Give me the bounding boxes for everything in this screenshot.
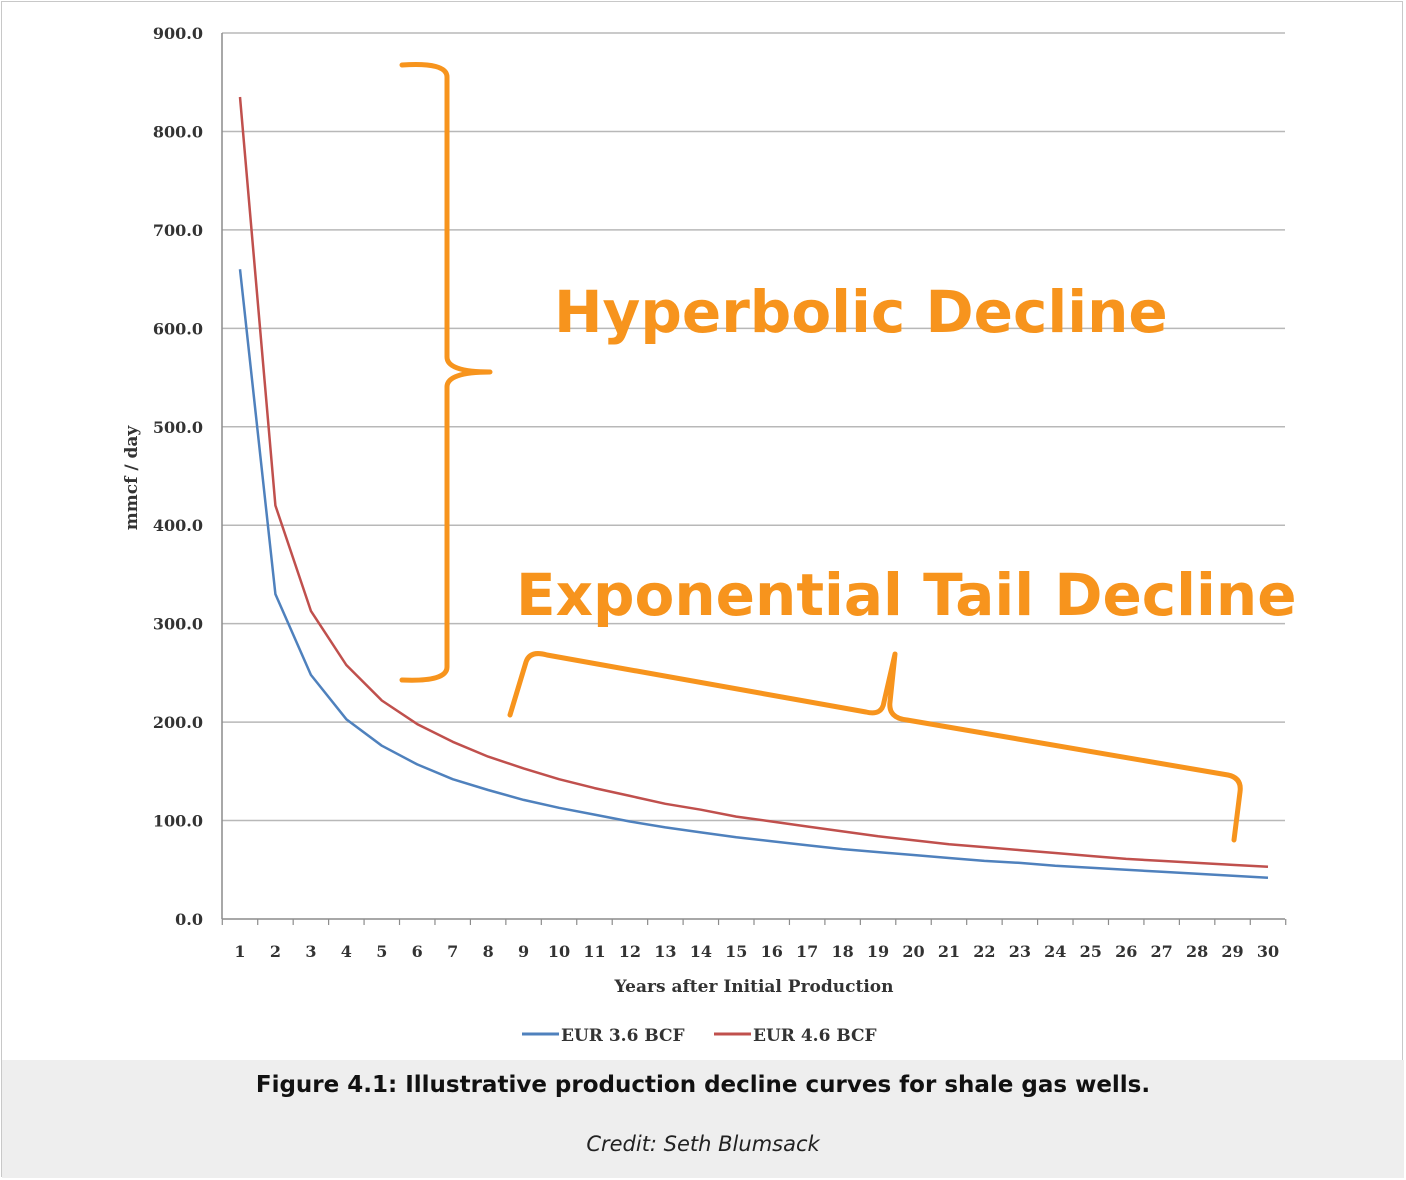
x-tick-label-7: 7 <box>447 942 458 961</box>
x-tick-label-11: 11 <box>583 942 605 961</box>
x-tick-label-20: 20 <box>902 942 924 961</box>
exponential-tail-decline-label: Exponential Tail Decline <box>516 561 1297 629</box>
x-tick-label-4: 4 <box>341 942 352 961</box>
x-tick-label-9: 9 <box>518 942 529 961</box>
x-tick-label-12: 12 <box>619 942 641 961</box>
y-tick-label-200.0: 200.0 <box>153 713 203 732</box>
x-tick-label-18: 18 <box>831 942 853 961</box>
series-line-1 <box>238 269 1269 879</box>
x-tick-label-8: 8 <box>483 942 494 961</box>
x-tick-label-27: 27 <box>1151 942 1173 961</box>
y-tick-label-500.0: 500.0 <box>153 418 203 437</box>
exponential-brace <box>507 651 1243 843</box>
caption-title: Figure 4.1: Illustrative production decl… <box>255 1072 1151 1098</box>
series-line-2 <box>238 96 1269 869</box>
x-tick-label-3: 3 <box>305 942 316 961</box>
y-tick-labels: 0.0 100.0 200.0 300.0 400.0 500.0 600.0 700.0 80… <box>153 24 203 929</box>
y-tick-label-700.0: 700.0 <box>153 221 203 240</box>
series-lines <box>238 96 1269 879</box>
x-axis-title: Years after Initial Production <box>614 977 894 997</box>
figure-caption: Figure 4.1: Illustrative production decl… <box>2 1060 1404 1178</box>
y-tick-label-0.0: 0.0 <box>175 910 203 929</box>
hyperbolic-brace <box>399 62 493 683</box>
legend-label-series-2: EUR 4.6 BCF <box>753 1026 877 1046</box>
x-tick-label-2: 2 <box>270 942 281 961</box>
gridlines <box>222 32 1285 822</box>
x-tick-labels: 1 2 3 4 5 6 7 8 9 10 11 12 13 14 15 16 17 18 19 20 21 22 23 24 2… <box>234 942 1279 961</box>
x-tick-label-28: 28 <box>1186 942 1208 961</box>
decline-chart: 0.0 100.0 200.0 300.0 400.0 500.0 600.0 700.0 80… <box>122 24 1297 1046</box>
x-tick-label-6: 6 <box>412 942 423 961</box>
x-tick-label-19: 19 <box>867 942 889 961</box>
y-tick-label-300.0: 300.0 <box>153 615 203 634</box>
x-tick-label-10: 10 <box>548 942 570 961</box>
chart-area: 0.0 100.0 200.0 300.0 400.0 500.0 600.0 700.0 80… <box>2 2 1404 1060</box>
legend-label-series-1: EUR 3.6 BCF <box>561 1026 685 1046</box>
y-tick-label-100.0: 100.0 <box>153 812 203 831</box>
x-tick-label-30: 30 <box>1257 942 1279 961</box>
annotation-braces <box>399 62 1243 843</box>
x-tick-label-5: 5 <box>376 942 387 961</box>
x-tick-label-1: 1 <box>234 942 245 961</box>
x-tick-label-26: 26 <box>1115 942 1137 961</box>
x-tick-label-17: 17 <box>796 942 818 961</box>
hyperbolic-decline-label: Hyperbolic Decline <box>554 278 1168 346</box>
y-tick-label-600.0: 600.0 <box>153 319 203 338</box>
axes <box>221 33 1287 925</box>
x-tick-label-21: 21 <box>938 942 960 961</box>
x-tick-label-13: 13 <box>654 942 676 961</box>
x-tick-label-29: 29 <box>1221 942 1243 961</box>
x-tick-label-22: 22 <box>973 942 995 961</box>
x-tick-label-23: 23 <box>1009 942 1031 961</box>
legend: EUR 3.6 BCF EUR 4.6 BCF <box>522 1026 877 1046</box>
caption-credit: Credit: Seth Blumsack <box>586 1132 820 1156</box>
x-tick-label-25: 25 <box>1080 942 1102 961</box>
y-tick-label-800.0: 800.0 <box>153 122 203 141</box>
y-tick-label-900.0: 900.0 <box>153 24 203 43</box>
x-tick-label-16: 16 <box>761 942 783 961</box>
x-tick-label-15: 15 <box>725 942 747 961</box>
y-axis-title: mmcf / day <box>122 425 142 531</box>
y-tick-label-400.0: 400.0 <box>153 516 203 535</box>
x-tick-label-14: 14 <box>690 942 712 961</box>
x-tick-label-24: 24 <box>1044 942 1066 961</box>
